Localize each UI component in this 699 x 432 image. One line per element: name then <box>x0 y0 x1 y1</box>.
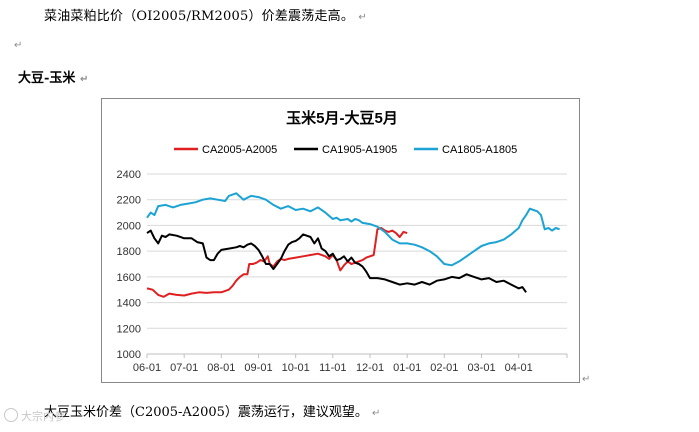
y-axis: 1000 1200 1400 1600 1800 2000 2200 2400 <box>117 169 141 361</box>
section-heading-text: 大豆-玉米 <box>18 71 76 86</box>
y-tick-label: 1200 <box>117 323 141 335</box>
legend-item: CA2005-A2005 <box>174 144 277 156</box>
x-axis: 06-01 07-01 08-01 09-01 10-01 11-01 12-01 01-01… <box>133 353 568 374</box>
paragraph-mark: ↵ <box>358 12 367 23</box>
x-tick-label: 02-01 <box>430 362 458 374</box>
paragraph-2-mark: ↵ <box>372 408 381 419</box>
x-tick-label: 03-01 <box>467 362 495 374</box>
paragraph-1: 菜油菜粕比价（OI2005/RM2005）价差震荡走高。 ↵ <box>44 5 367 24</box>
legend-label: CA1805-A1805 <box>442 144 517 156</box>
chart-title: 玉米5月-大豆5月 <box>286 109 398 127</box>
y-tick-label: 2000 <box>117 220 141 232</box>
heading-paragraph-mark: ↵ <box>79 74 89 85</box>
paragraph-1-text: 菜油菜粕比价（OI2005/RM2005）价差震荡走高。 <box>44 9 355 24</box>
line-chart: 玉米5月-大豆5月 CA2005-A2005 CA1905-A1905 CA1805… <box>117 109 568 374</box>
chart-container: 玉米5月-大豆5月 CA2005-A2005 CA1905-A1905 CA1805… <box>101 98 580 383</box>
x-tick-label: 11-01 <box>319 362 346 374</box>
chart-gridlines <box>147 173 567 329</box>
legend-item: CA1805-A1805 <box>414 144 517 156</box>
y-tick-label: 1000 <box>117 349 141 361</box>
series-line <box>146 229 527 293</box>
legend-label: CA1905-A1905 <box>322 144 397 156</box>
x-tick-label: 09-01 <box>244 362 272 374</box>
x-tick-label: 04-01 <box>505 362 533 374</box>
y-tick-label: 1800 <box>117 246 141 258</box>
watermark-text: 大宗内参 <box>21 410 65 423</box>
series-line <box>146 192 560 267</box>
watermark: 大宗内参 <box>4 408 65 424</box>
paragraph-2: 大豆玉米价差（C2005-A2005）震荡运行，建议观望。 ↵ <box>44 401 380 420</box>
y-tick-label: 2200 <box>117 195 141 207</box>
legend-item: CA1905-A1905 <box>294 144 397 156</box>
x-tick-label: 12-01 <box>356 362 384 374</box>
x-tick-label: 08-01 <box>207 362 235 374</box>
series-line <box>146 227 408 298</box>
x-tick-label: 06-01 <box>133 362 161 374</box>
x-tick-label: 01-01 <box>393 362 421 374</box>
paragraph-2-text: 大豆玉米价差（C2005-A2005）震荡运行，建议观望。 <box>44 405 368 420</box>
legend-label: CA2005-A2005 <box>202 144 277 156</box>
x-tick-label: 07-01 <box>170 362 198 374</box>
watermark-logo-icon <box>4 408 18 422</box>
y-tick-label: 1400 <box>117 298 141 310</box>
section-heading: 大豆-玉米 ↵ <box>18 67 88 86</box>
y-tick-label: 1600 <box>117 272 141 284</box>
chart-legend: CA2005-A2005 CA1905-A1905 CA1805-A1805 <box>174 144 517 156</box>
y-tick-label: 2400 <box>117 169 141 181</box>
empty-paragraph-mark: ↵ <box>14 40 23 51</box>
x-tick-label: 10-01 <box>282 362 310 374</box>
chart-series <box>146 192 560 298</box>
chart-paragraph-mark: ↵ <box>582 374 591 385</box>
